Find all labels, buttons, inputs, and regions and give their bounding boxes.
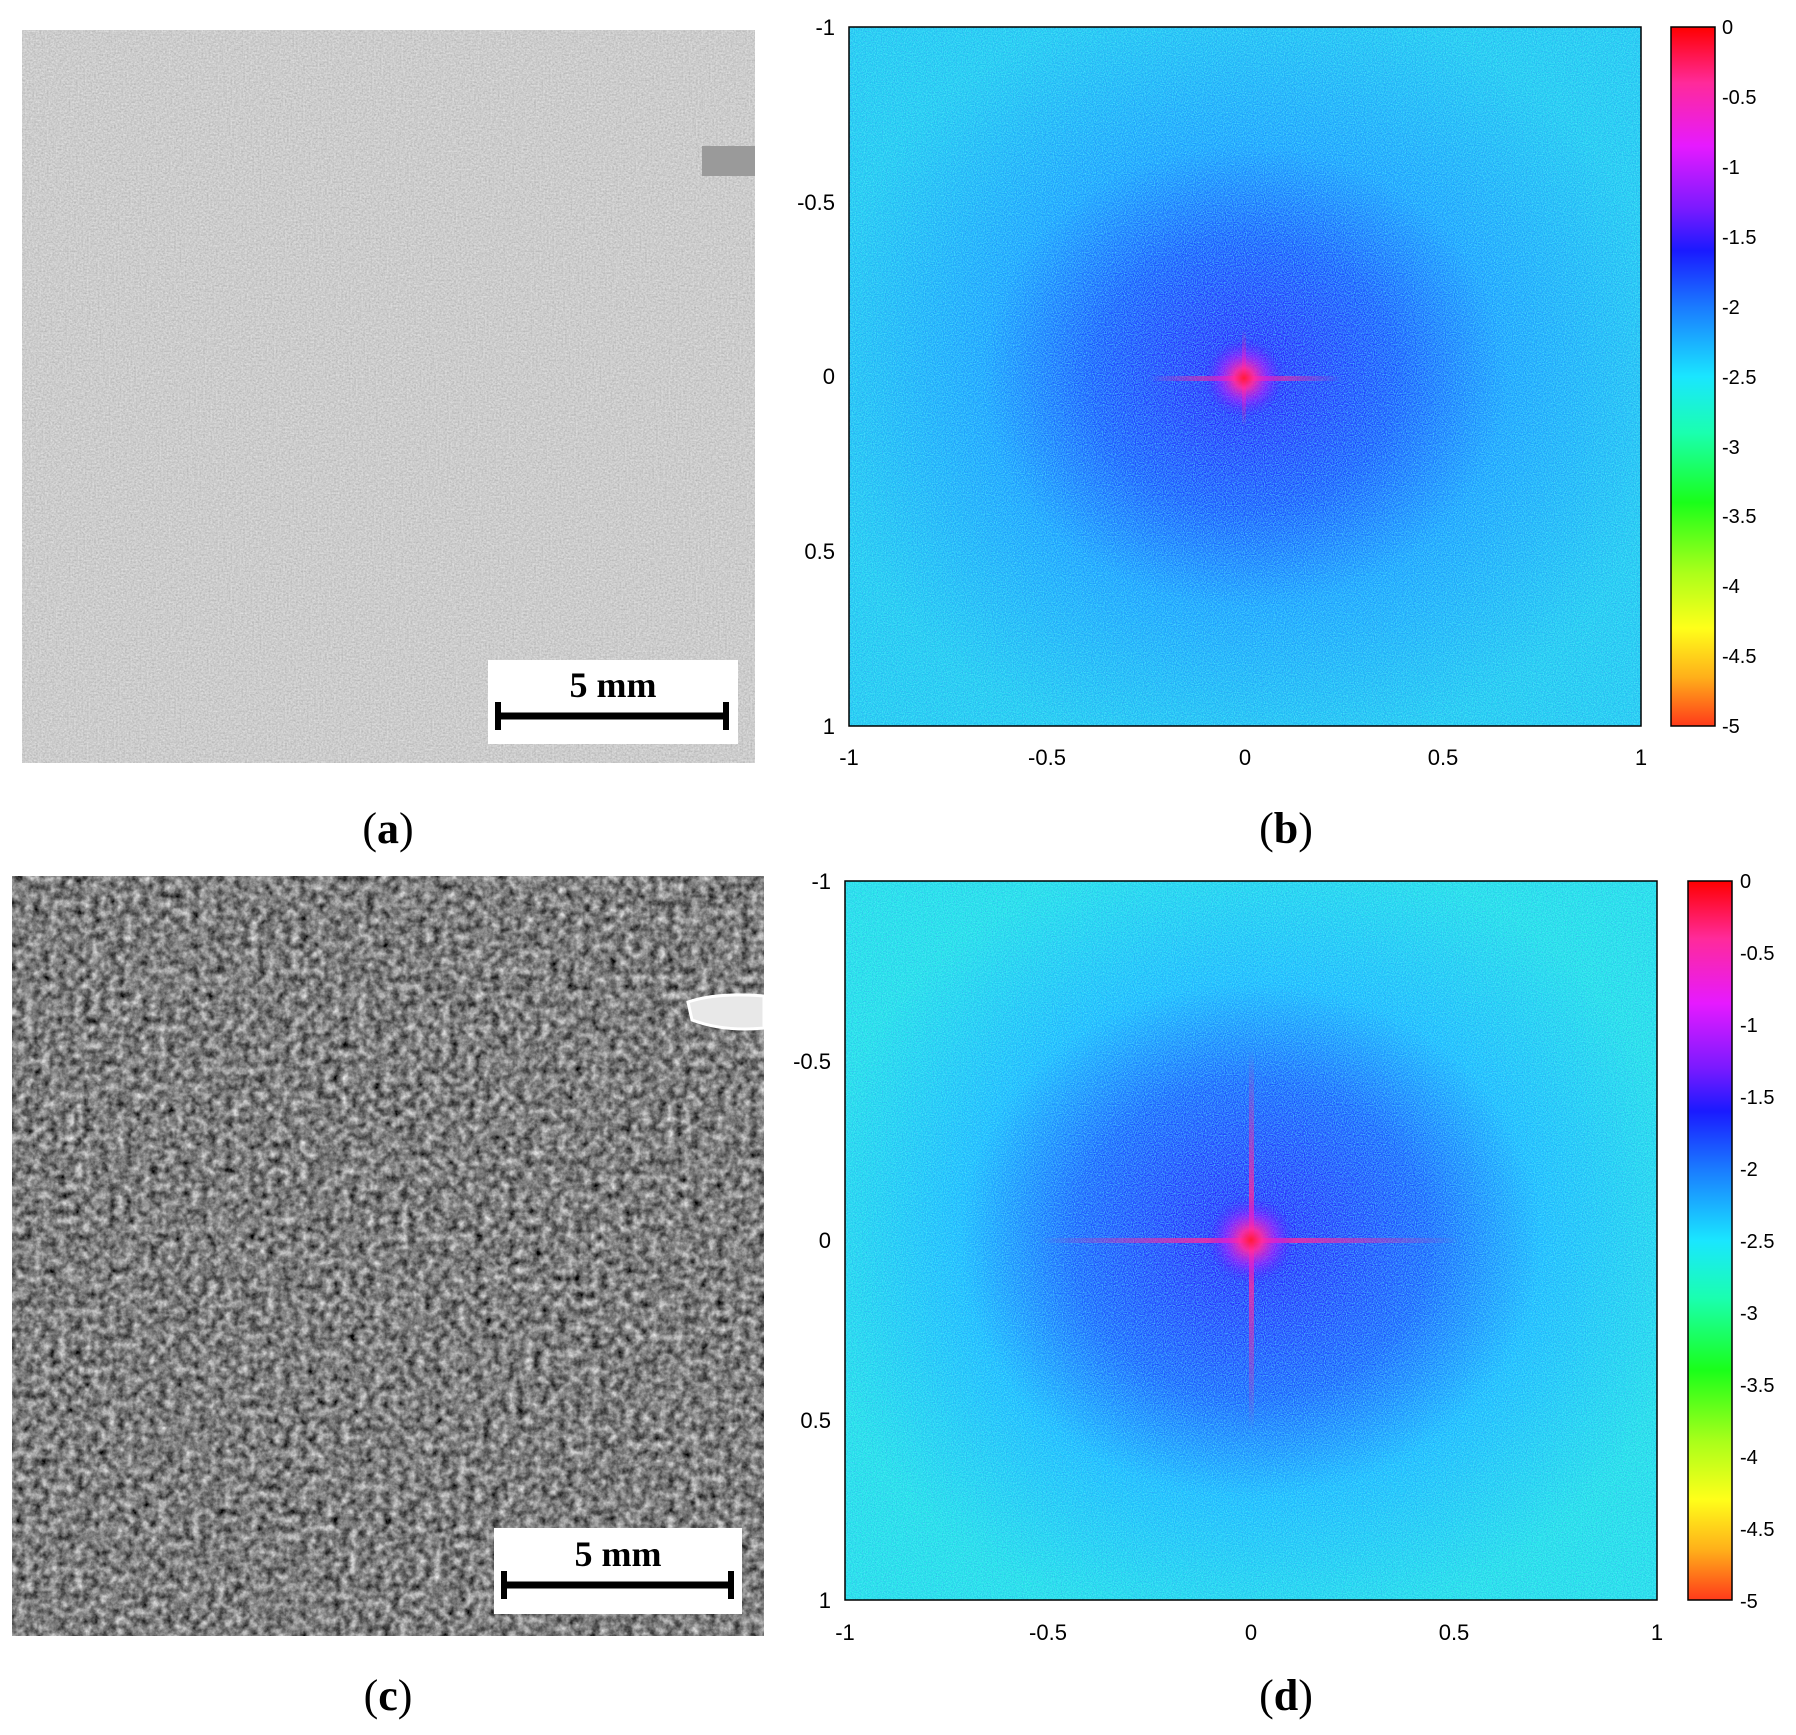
panel-b-y-ticks: -1 -0.5 0 0.5 1 [797,15,835,739]
panel-a-scalebar [495,702,729,730]
tick-label: 1 [1635,745,1647,770]
colorbar-tick-label: -3.5 [1722,506,1756,528]
panel-b-plot-frame [848,26,1642,727]
colorbar-tick-label: 0 [1722,17,1733,39]
colorbar-tick-label: -3.5 [1740,1375,1774,1397]
tick-label: -1 [839,745,859,770]
tick-label: -0.5 [793,1049,831,1074]
tick-label: -1 [811,869,831,894]
panel-d-plot-frame [844,880,1658,1601]
tick-label: 0 [1239,745,1251,770]
colorbar-tick-label: 0 [1740,871,1751,893]
colorbar-tick-label: -4 [1722,576,1740,598]
tick-label: 1 [819,1588,831,1613]
panel-a-caption: (a) [362,804,413,853]
tick-label: -1 [815,15,835,40]
colorbar-tick-label: -5 [1722,716,1740,738]
panel-d-colorbar [1687,880,1733,1601]
colorbar-tick-label: -2 [1722,297,1740,319]
tick-label: 0.5 [800,1408,831,1433]
panel-a-notch [702,146,755,176]
panel-a-photo [22,30,755,763]
tick-label: 0.5 [804,539,835,564]
tick-label: 0 [1245,1620,1257,1645]
colorbar-tick-label: -4.5 [1722,646,1756,668]
panel-d-colorbar-ticks: 0 -0.5 -1 -1.5 -2 -2.5 -3 -3.5 -4 -4.5 -… [1740,871,1774,1613]
tick-label: 0.5 [1439,1620,1470,1645]
colorbar-tick-label: -0.5 [1740,943,1774,965]
tick-label: -1 [835,1620,855,1645]
panel-b-x-ticks: -1 -0.5 0 0.5 1 [839,745,1647,770]
colorbar-tick-label: -0.5 [1722,87,1756,109]
panel-b: -1 -0.5 0 0.5 1 -1 -0.5 0 0.5 1 0 -0.5 -… [797,15,1756,853]
colorbar-tick-label: -4.5 [1740,1519,1774,1541]
tick-label: -0.5 [1029,1620,1067,1645]
colorbar-tick-label: -1.5 [1722,227,1756,249]
tick-label: -0.5 [797,190,835,215]
tick-label: -0.5 [1028,745,1066,770]
panel-c-caption: (c) [364,1671,413,1720]
colorbar-tick-label: -1.5 [1740,1087,1774,1109]
panel-c-notch [686,993,766,1031]
panel-d-caption: (d) [1259,1671,1313,1720]
panel-c-scalebar [501,1571,734,1599]
colorbar-tick-label: -3 [1722,437,1740,459]
colorbar-tick-label: -2 [1740,1159,1758,1181]
tick-label: 1 [1651,1620,1663,1645]
panel-b-colorbar [1670,26,1716,727]
colorbar-tick-label: -1 [1722,157,1740,179]
colorbar-tick-label: -4 [1740,1447,1758,1469]
tick-label: 0 [823,364,835,389]
colorbar-tick-label: -2.5 [1740,1231,1774,1253]
tick-label: 1 [823,714,835,739]
panel-c: 5 mm (c) [12,876,766,1720]
colorbar-tick-label: -5 [1740,1591,1758,1613]
panel-c-scalebar-box [494,1528,742,1614]
panel-d-x-ticks: -1 -0.5 0 0.5 1 [835,1620,1663,1645]
panel-b-center-peak [1204,338,1284,418]
tick-label: 0 [819,1228,831,1253]
panel-c-photo [12,876,764,1636]
panel-c-scalebar-label: 5 mm [575,1534,662,1574]
panel-b-colorbar-ticks: 0 -0.5 -1 -1.5 -2 -2.5 -3 -3.5 -4 -4.5 -… [1722,17,1756,738]
colorbar-tick-label: -3 [1740,1303,1758,1325]
panel-d-y-ticks: -1 -0.5 0 0.5 1 [793,869,831,1613]
colorbar-tick-label: -1 [1740,1015,1758,1037]
colorbar-tick-label: -2.5 [1722,367,1756,389]
panel-a: 5 mm (a) [22,30,755,853]
tick-label: 0.5 [1428,745,1459,770]
panel-a-scalebar-label: 5 mm [570,665,657,705]
panel-b-caption: (b) [1259,804,1313,853]
panel-d-center-peak [1207,1196,1295,1284]
panel-d: -1 -0.5 0 0.5 1 -1 -0.5 0 0.5 1 0 -0.5 -… [793,869,1774,1720]
panel-a-scalebar-box [488,660,738,744]
